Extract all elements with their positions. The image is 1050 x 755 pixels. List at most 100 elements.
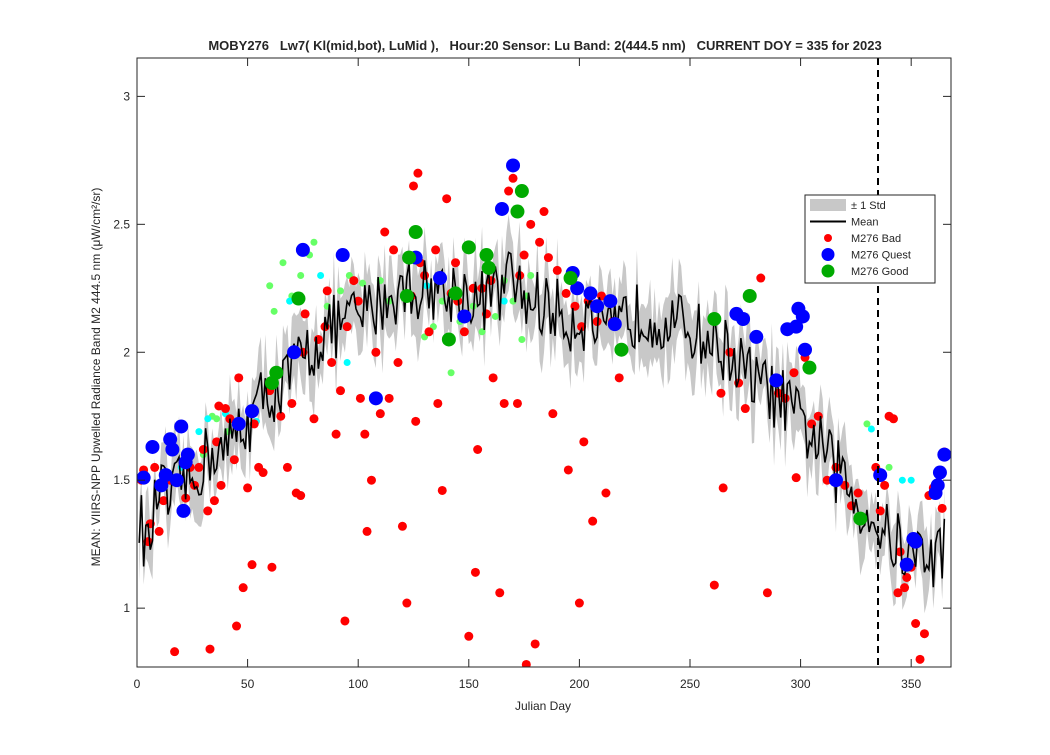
quest-point (165, 442, 180, 457)
other-quest-point (907, 476, 915, 484)
bad-point (408, 181, 418, 191)
bad-point (614, 373, 624, 383)
bad-point (380, 227, 390, 237)
good-point (291, 291, 306, 306)
bad-point (220, 404, 230, 414)
other-good-point (266, 282, 274, 290)
good-point (479, 248, 494, 263)
legend-label: M276 Good (851, 266, 908, 278)
quest-point (932, 465, 947, 480)
quest-point (169, 473, 184, 488)
quest-point (335, 248, 350, 263)
y-tick-label: 1 (123, 601, 130, 615)
bad-point (577, 322, 587, 332)
other-quest-point (343, 359, 351, 366)
bad-point (762, 588, 772, 598)
bad-point (601, 488, 611, 498)
x-tick-label: 350 (901, 677, 921, 691)
other-quest-point (195, 428, 203, 436)
bad-point (203, 506, 213, 516)
bad-point (756, 273, 766, 283)
bad-point (442, 194, 452, 204)
quest-point (506, 158, 521, 173)
other-good-point (270, 307, 278, 315)
y-tick-label: 3 (123, 89, 130, 103)
quest-point (769, 373, 784, 388)
bad-point (919, 629, 929, 639)
good-point (441, 332, 456, 347)
quest-point (873, 468, 888, 483)
bad-point (232, 621, 242, 631)
chart-title: MOBY276 Lw7( Kl(mid,bot), LuMid ), Hour:… (208, 38, 881, 53)
bad-point (880, 480, 890, 490)
bad-point (592, 317, 602, 327)
bad-point (327, 358, 337, 367)
bad-point (371, 347, 381, 357)
quest-point (930, 478, 945, 493)
bad-point (519, 250, 529, 260)
good-point (514, 184, 529, 199)
good-point (399, 288, 414, 303)
x-axis-label: Julian Day (515, 699, 571, 713)
bad-point (504, 186, 514, 196)
other-good-point (518, 335, 526, 343)
good-point (448, 286, 463, 301)
bad-point (154, 526, 164, 536)
bad-point (539, 207, 549, 217)
quest-point (145, 439, 160, 454)
quest-point (295, 242, 310, 257)
bad-point (322, 286, 332, 296)
bad-point (282, 462, 292, 472)
bad-point (508, 173, 518, 183)
quest-point (158, 468, 173, 483)
bad-point (563, 465, 573, 475)
good-point (802, 360, 817, 375)
bad-point (915, 654, 925, 664)
other-good-point (213, 415, 221, 423)
good-point (402, 250, 417, 265)
bad-point (718, 483, 728, 493)
bad-point (789, 368, 799, 378)
bad-point (402, 598, 412, 608)
bad-point (355, 393, 365, 403)
plot-area: 0 50 100 150 200 250 300 350 1 1.5 2 2.5 3 (113, 57, 952, 691)
bad-point (853, 488, 863, 498)
good-point (742, 288, 757, 303)
bad-point (389, 245, 399, 255)
bad-point (431, 245, 441, 255)
x-tick-label: 50 (241, 677, 255, 691)
good-point (408, 225, 423, 239)
legend-label: M276 Quest (851, 250, 911, 262)
good-point (563, 271, 578, 286)
x-tick-label: 300 (791, 677, 811, 691)
std-band (139, 214, 945, 614)
bad-point (198, 445, 208, 454)
other-good-point (337, 287, 344, 295)
y-tick-label: 2 (123, 345, 130, 359)
other-quest-point (898, 476, 906, 484)
legend-label: Mean (851, 217, 879, 229)
bad-point (451, 258, 461, 268)
bad-point (561, 288, 571, 298)
other-quest-point (500, 297, 508, 305)
bad-point (570, 301, 580, 311)
bad-point (579, 437, 589, 447)
bad-point (247, 560, 257, 570)
quest-point (736, 312, 751, 326)
other-good-point (310, 238, 318, 246)
x-tick-label: 250 (680, 677, 700, 691)
other-quest-point (204, 415, 212, 423)
x-tick-label: 100 (348, 677, 368, 691)
other-quest-point (286, 297, 294, 305)
quest-point (494, 201, 509, 216)
y-axis-label: MEAN: VIIRS-NPP Upwelled Radiance Band M… (89, 188, 103, 567)
other-good-point (863, 420, 871, 428)
bad-point (362, 526, 372, 536)
bad-point (900, 583, 910, 593)
quest-point (368, 391, 383, 406)
bad-point (709, 580, 719, 590)
bad-point (791, 473, 801, 483)
bad-point (349, 276, 359, 286)
bad-point (548, 409, 558, 419)
